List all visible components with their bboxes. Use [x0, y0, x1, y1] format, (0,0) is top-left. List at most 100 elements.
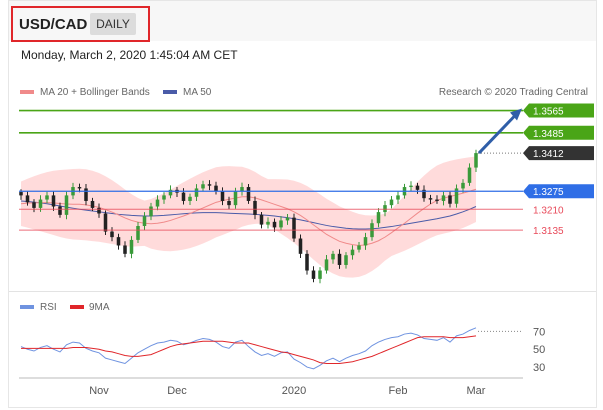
candle-body	[344, 255, 348, 265]
x-tick-label: Mar	[467, 385, 486, 397]
candle-body	[383, 205, 387, 213]
instrument-symbol[interactable]: USD/CAD	[19, 16, 88, 33]
candle-body	[155, 199, 160, 207]
candle-body	[441, 195, 446, 201]
candle-body	[38, 199, 43, 208]
candle-body	[337, 253, 342, 265]
bollinger-band	[21, 156, 476, 278]
candle-body	[259, 214, 264, 225]
candle-body	[448, 195, 452, 204]
candle-body	[220, 191, 225, 201]
candle-body	[246, 187, 251, 201]
candle-body	[474, 153, 478, 168]
candle-body	[64, 195, 69, 215]
support-level-label: 1.3210	[533, 205, 564, 216]
candle-body	[428, 198, 433, 200]
candle-body	[266, 221, 270, 225]
candle-body	[207, 184, 212, 186]
rsi-ma9-line	[21, 335, 477, 365]
candle-body	[240, 187, 244, 192]
level-tag	[523, 103, 594, 118]
projection-arrow-shaft	[477, 113, 518, 155]
candle-body	[409, 185, 413, 188]
panel-divider	[9, 291, 596, 292]
candle-body	[110, 231, 114, 238]
x-tick-label: Dec	[167, 385, 187, 397]
rsi-plot: 70 50 30	[20, 326, 545, 374]
ma50-legend-label: MA 50	[183, 87, 212, 98]
level-tag	[523, 184, 594, 199]
level-tag-label: 1.3412	[533, 149, 564, 160]
level-tag-label: 1.3485	[533, 129, 564, 140]
candle-body	[103, 213, 108, 232]
candle-body	[324, 259, 329, 271]
candle-body	[331, 253, 335, 260]
candle-body	[279, 220, 283, 228]
candle-body	[84, 188, 88, 201]
candle-body	[305, 253, 309, 271]
candle-body	[389, 199, 394, 206]
instrument-selector-highlight[interactable]	[11, 6, 150, 42]
level-tag	[523, 125, 594, 140]
candle-body	[32, 202, 36, 208]
price-levels: 1.3565 1.3485 1.3412 1.3275 1.3210 1.3135	[19, 103, 594, 237]
rsi-legend-label: RSI	[40, 302, 57, 313]
rsi-tick-label: 70	[533, 326, 545, 338]
candle-body	[233, 191, 238, 206]
candle-body	[129, 239, 134, 254]
candle-body	[461, 182, 465, 189]
candle-body	[51, 195, 56, 207]
x-tick-label: 2020	[282, 385, 306, 397]
candle-body	[19, 192, 23, 196]
x-tick-label: Nov	[89, 385, 109, 397]
x-tick-label: Feb	[389, 385, 408, 397]
rsi-tick-label: 30	[533, 362, 545, 374]
candle-body	[162, 195, 166, 200]
level-tag	[523, 146, 594, 161]
support-level-label: 1.3135	[533, 226, 564, 237]
candle-body	[25, 195, 30, 203]
candle-body	[123, 245, 127, 254]
candle-body	[194, 188, 199, 197]
candle-body	[350, 249, 355, 256]
candle-body	[214, 185, 218, 192]
candle-body	[181, 192, 186, 201]
candle-body	[376, 212, 381, 224]
candle-body	[298, 238, 303, 254]
candle-body	[285, 217, 290, 221]
candle-body	[318, 270, 322, 279]
candle-body	[188, 196, 192, 201]
candle-body	[168, 189, 173, 196]
candle-body	[435, 199, 439, 201]
candle-body	[136, 226, 140, 240]
candle-body	[116, 237, 121, 246]
ma20-legend-label: MA 20 + Bollinger Bands	[40, 87, 150, 98]
candle-body	[415, 185, 420, 190]
candle-body	[201, 184, 205, 189]
price-plot	[19, 149, 478, 284]
candle-body	[396, 195, 400, 200]
candle-body	[311, 270, 316, 279]
candle-body	[357, 245, 361, 250]
candle-body	[363, 237, 368, 246]
candle-body	[142, 216, 147, 226]
candle-body	[454, 188, 459, 204]
ma9-legend-label: 9MA	[89, 302, 110, 313]
candle-body	[292, 217, 296, 239]
period-button[interactable]: DAILY	[90, 13, 136, 35]
report-datetime: Monday, March 2, 2020 1:45:04 AM CET	[21, 48, 238, 62]
candle-body	[90, 200, 95, 208]
level-tag-label: 1.3275	[533, 187, 564, 198]
candle-body	[422, 189, 426, 199]
rsi-legend-swatch	[20, 305, 34, 309]
candle-body	[253, 200, 257, 215]
ma50-legend-swatch	[163, 90, 177, 94]
x-axis-ticks: Nov Dec 2020 Feb Mar	[89, 385, 486, 397]
level-tag-label: 1.3565	[533, 107, 564, 118]
rsi-tick-label: 50	[533, 344, 545, 356]
ma9-legend-swatch	[70, 305, 84, 309]
projection-arrow-head	[510, 108, 522, 121]
candle-body	[97, 207, 101, 214]
candle-body	[77, 187, 82, 189]
